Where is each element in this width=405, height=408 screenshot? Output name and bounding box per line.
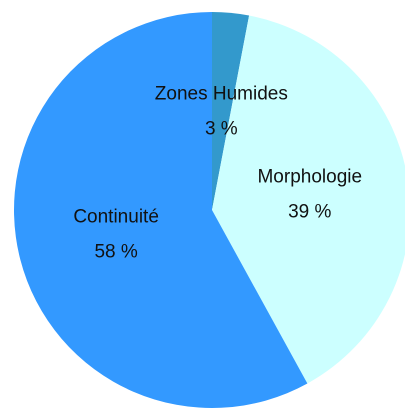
slice-value-label: 58 % bbox=[94, 242, 137, 263]
slice-value-label: 39 % bbox=[288, 202, 331, 223]
slice-value-label: 3 % bbox=[205, 118, 238, 139]
pie-slice bbox=[14, 12, 308, 408]
pie-slice bbox=[212, 15, 405, 384]
slice-label: Continuité bbox=[73, 207, 159, 228]
slice-label: Zones Humides bbox=[155, 83, 288, 104]
pie-slice bbox=[212, 12, 250, 210]
slice-label: Morphologie bbox=[257, 167, 362, 188]
